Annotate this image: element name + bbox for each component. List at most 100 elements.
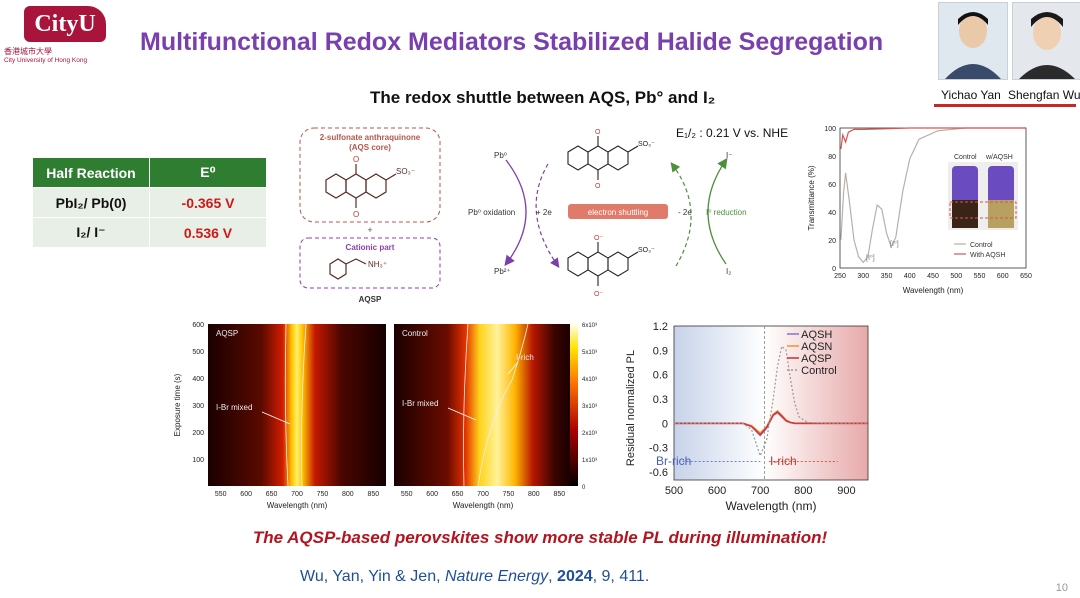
x-axis-label: Wavelength (nm) [726, 499, 817, 513]
y-axis-label: Exposure time (s) [173, 373, 182, 436]
i-reduction-arrow [707, 157, 728, 265]
colorbar [570, 324, 578, 486]
svg-text:O: O [353, 210, 359, 219]
y-tick-label: 0 [832, 266, 836, 273]
colorbar-tick-label: 4x10³ [582, 377, 597, 383]
y-tick-label: 40 [828, 210, 836, 217]
x-tick-label: 400 [904, 273, 916, 280]
redox-scheme: 2-sulfonate anthraquinone (AQS core) O O… [299, 127, 747, 304]
y-tick-label: 0.3 [653, 394, 668, 406]
peak-label: [I⁰] [890, 240, 899, 248]
logo-name-chinese: 香港城市大學 [4, 47, 52, 56]
x-tick-label: 350 [881, 273, 893, 280]
vial-label: Control [954, 154, 977, 161]
mixed-label: I-Br mixed [216, 403, 252, 412]
aqs-core-label: 2-sulfonate anthraquinone [320, 133, 421, 142]
pb-oxidation-label: Pb⁰ oxidation [468, 208, 515, 217]
legend-entry: AQSP [801, 353, 832, 365]
cityu-logo: CityU [24, 6, 106, 42]
sulfonate-label: SO₃⁻ [638, 141, 655, 148]
slide-title: Multifunctional Redox Mediators Stabiliz… [140, 28, 884, 56]
x-tick-label: 700 [477, 491, 489, 498]
x-tick-label: 600 [240, 491, 252, 498]
colorbar-tick-label: 6x10³ [582, 323, 597, 329]
logo-name-english: City University of Hong Kong [4, 57, 88, 64]
heatmap-label-aqsp: AQSP [216, 329, 238, 338]
x-tick-label: 800 [528, 491, 540, 498]
page-number: 10 [1055, 582, 1068, 594]
y-tick-label: 600 [192, 322, 204, 329]
electron-shuttling-box [568, 204, 668, 219]
x-tick-label: 850 [553, 491, 565, 498]
y-tick-label: 100 [192, 457, 204, 464]
y-tick-label: 20 [828, 238, 836, 245]
i-rich-region [764, 326, 868, 480]
i-rich-label: I-rich [770, 454, 797, 468]
peak-label: [I⁰] [866, 254, 875, 262]
x-tick-label: 550 [974, 273, 986, 280]
aqs-core-box [299, 127, 441, 223]
y-tick-label: 500 [192, 349, 204, 356]
legend-entry: AQSH [801, 329, 832, 341]
i2-label: I₂ [726, 267, 731, 276]
table-header: Half Reaction [32, 157, 150, 188]
slide-subtitle: The redox shuttle between AQS, Pb° and I… [370, 88, 716, 107]
table-header: E⁰ [149, 157, 267, 188]
x-axis-label: Wavelength (nm) [903, 286, 964, 295]
y-tick-label: 0 [662, 418, 668, 430]
sulfonate-label: SO₃⁻ [638, 247, 655, 254]
transmittance-chart: 250 300 350 400 450 500 550 600 650 0 20 40 60 80 100… [807, 126, 1032, 295]
br-rich-region [674, 326, 765, 480]
table-row: PbI₂/ Pb(0) -0.365 V [32, 187, 267, 218]
person-icon [1013, 3, 1080, 79]
oxide-label: O⁻ [594, 235, 603, 242]
pb2-label: Pb²⁺ [494, 267, 511, 276]
electron-transfer-arrow [535, 163, 560, 268]
legend-entry: AQSN [801, 341, 832, 353]
x-tick-label: 650 [452, 491, 464, 498]
br-rich-label: Br-rich [656, 454, 691, 468]
x-tick-label: 250 [834, 273, 846, 280]
pb-oxidation-arrow [504, 159, 527, 267]
series-line-control [674, 345, 868, 458]
x-tick-label: 650 [1020, 273, 1032, 280]
aqs-oxidized-structure [567, 136, 639, 180]
mixed-label: I-Br mixed [402, 399, 438, 408]
series-line-aqsp [674, 410, 868, 436]
author-name: Yichao Yan [941, 88, 1001, 102]
control-transmittance-line [840, 127, 1026, 264]
x-tick-label: 500 [665, 485, 683, 497]
x-tick-label: 600 [997, 273, 1009, 280]
y-tick-label: 60 [828, 182, 836, 189]
i-minus-label: I⁻ [726, 151, 732, 160]
x-tick-label: 600 [708, 485, 726, 497]
x-tick-label: 500 [950, 273, 962, 280]
reaction-cell: PbI₂/ Pb(0) [32, 187, 150, 218]
author-name: Shengfan Wu [1008, 88, 1080, 102]
y-tick-label: -0.6 [649, 467, 668, 479]
i-reduction-label: I⁰ reduction [706, 208, 747, 217]
x-tick-label: 900 [837, 485, 855, 497]
colorbar-tick-label: 1x10³ [582, 458, 597, 464]
potential-cell: 0.536 V [149, 217, 267, 248]
cationic-label: Cationic part [346, 243, 395, 252]
x-tick-label: 850 [367, 491, 379, 498]
author-photo-yichao [938, 2, 1008, 80]
y-axis-label: Residual normalized PL [625, 350, 637, 466]
ammonium-label: NH₃⁺ [368, 260, 387, 269]
x-tick-label: 550 [215, 491, 227, 498]
y-tick-label: 80 [828, 154, 836, 161]
author-photo-shengfan [1012, 2, 1080, 80]
y-tick-label: 200 [192, 430, 204, 437]
citation-authors: Wu, Yan, Yin & Jen, [300, 568, 445, 585]
potential-label: E₁/₂ : 0.21 V vs. NHE [676, 126, 789, 140]
vial-label: w/AQSH [985, 154, 1013, 161]
aqs-core-sub: (AQS core) [349, 143, 391, 152]
y-tick-label: -0.3 [649, 443, 668, 455]
x-tick-label: 750 [503, 491, 515, 498]
x-axis-label: Wavelength (nm) [267, 501, 328, 510]
aqsh-transmittance-line [840, 127, 1026, 150]
rich-label: I-rich [516, 353, 534, 362]
x-tick-label: 800 [794, 485, 812, 497]
plus-sign: + [367, 225, 372, 235]
